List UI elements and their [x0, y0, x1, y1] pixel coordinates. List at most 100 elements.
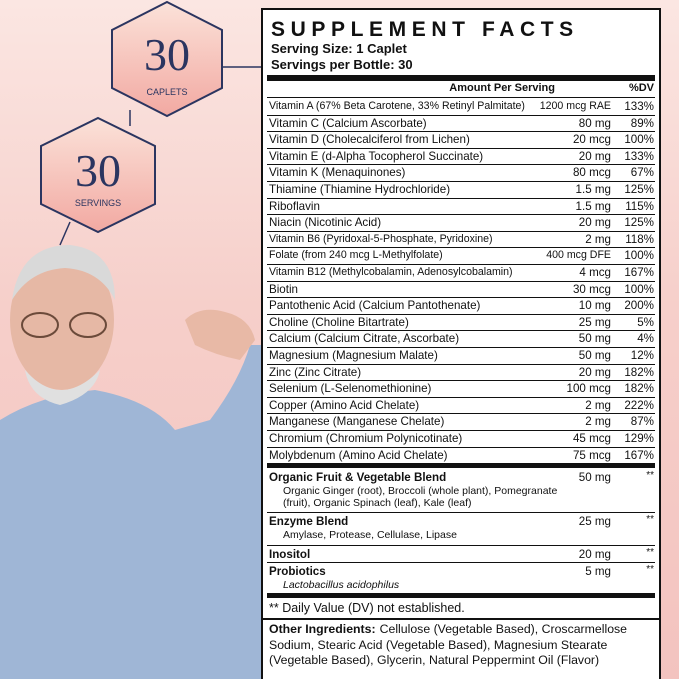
rule: [267, 247, 655, 249]
nutrient-dv: 129%: [624, 432, 654, 445]
nutrient-name: Riboflavin: [269, 199, 320, 213]
rule: [267, 545, 655, 547]
rule: [267, 181, 655, 182]
other-text: Cellulose (Vegetable Based), Croscarmell…: [269, 622, 628, 668]
rule: [267, 363, 655, 365]
nutrient-name: Vitamin B12 (Methylcobalamin, Adenosylco…: [269, 266, 513, 278]
beard: [25, 370, 100, 405]
nutrient-amount: 20 mg: [578, 365, 611, 379]
nutrient-dv: 100%: [624, 133, 654, 147]
nutrient-name: Choline (Choline Bitartrate): [269, 315, 409, 329]
nutrient-dv: 67%: [630, 166, 654, 180]
nutrient-dv: 12%: [630, 349, 654, 362]
glasses: [21, 312, 59, 338]
nutrient-amount: 4 mcg: [579, 266, 611, 279]
sweater: [0, 345, 262, 679]
nutrient-dv: 125%: [624, 183, 654, 196]
serving-size: Serving Size: 1 Caplet: [271, 41, 407, 56]
badge-number: 30: [75, 145, 121, 196]
nutrient-dv: 222%: [624, 398, 654, 412]
nutrient-name: Thiamine (Thiamine Hydrochloride): [269, 183, 451, 196]
blend-dv: **: [646, 547, 654, 559]
blend-name: Organic Fruit & Vegetable Blend: [269, 471, 447, 485]
nutrient-amount: 1200 mcg RAE: [539, 100, 611, 112]
other-ingredients: Other Ingredients: Cellulose (Vegetable B…: [269, 622, 654, 669]
nutrient-name: Niacin (Nicotinic Acid): [269, 216, 382, 230]
blend-amount: 5 mg: [585, 565, 611, 579]
nutrient-amount: 1.5 mg: [575, 183, 611, 196]
panel-title: SUPPLEMENT FACTS: [271, 18, 579, 41]
blend-name: Probiotics: [269, 565, 326, 579]
footnote: ** Daily Value (DV) not established.: [269, 601, 465, 616]
rule: [267, 380, 655, 382]
rule: [267, 75, 655, 81]
blend-dv: **: [646, 564, 654, 576]
nutrient-amount: 20 mg: [578, 216, 611, 230]
nutrient-amount: 100 mcg: [566, 382, 611, 396]
blend-name: Enzyme Blend: [269, 515, 349, 529]
rule: [267, 131, 655, 133]
rule: [267, 562, 655, 564]
nutrient-dv: 182%: [624, 365, 654, 379]
column-header: Amount Per Serving: [449, 82, 555, 94]
nutrient-name: Vitamin C (Calcium Ascorbate): [269, 116, 427, 130]
rule: [267, 413, 655, 415]
nutrient-dv: 133%: [624, 100, 654, 113]
rule: [267, 330, 655, 332]
nutrient-name: Magnesium (Magnesium Malate): [269, 349, 438, 362]
blend-dv: **: [646, 514, 654, 526]
nutrient-amount: 30 mcg: [572, 282, 611, 296]
rule: [267, 164, 655, 166]
nutrient-amount: 10 mg: [578, 299, 611, 313]
rule: [267, 347, 655, 348]
supplement-facts-panel: SUPPLEMENT FACTS Serving Size: 1 Caplet …: [261, 8, 661, 679]
blend-amount: 25 mg: [578, 515, 611, 529]
rule: [267, 214, 655, 216]
nutrient-amount: 45 mcg: [572, 432, 611, 445]
badge-number: 30: [144, 29, 190, 80]
blend-dv: **: [646, 470, 654, 482]
nutrient-amount: 400 mcg DFE: [546, 249, 611, 262]
rule: [267, 264, 655, 265]
servings: Servings per Bottle: 30: [271, 57, 413, 72]
nutrient-name: Vitamin E (d-Alpha Tocopherol Succinate): [269, 149, 484, 163]
nutrient-name: Chromium (Chromium Polynicotinate): [269, 432, 463, 445]
blend-amount: 50 mg: [578, 471, 611, 485]
arm: [185, 309, 255, 360]
nutrient-name: Calcium (Calcium Citrate, Ascorbate): [269, 332, 460, 346]
column-header: %DV: [628, 82, 654, 94]
blend-detail: Lactobacillus acidophilus: [283, 579, 400, 592]
nutrient-dv: 5%: [637, 315, 654, 329]
nutrient-dv: 100%: [624, 249, 654, 263]
nutrient-name: Vitamin A (67% Beta Carotene, 33% Retiny…: [269, 100, 525, 112]
nutrient-name: Manganese (Manganese Chelate): [269, 415, 445, 429]
nutrient-name: Pantothenic Acid (Calcium Pantothenate): [269, 299, 481, 313]
nutrient-name: Zinc (Zinc Citrate): [269, 365, 362, 379]
rule: [267, 512, 655, 514]
rule: [267, 430, 655, 431]
rule: [267, 230, 655, 232]
nutrient-name: Molybdenum (Amino Acid Chelate): [269, 448, 448, 462]
blend-name: Inositol: [269, 548, 311, 562]
nutrient-amount: 1.5 mg: [575, 199, 611, 213]
hair: [12, 245, 115, 300]
nutrient-amount: 2 mg: [585, 398, 611, 412]
rule: [267, 297, 655, 299]
rule: [267, 114, 655, 116]
nutrient-amount: 25 mg: [578, 315, 611, 329]
nutrient-name: Copper (Amino Acid Chelate): [269, 398, 420, 412]
nutrient-amount: 2 mg: [585, 415, 611, 429]
nutrient-dv: 167%: [624, 448, 654, 462]
glasses: [69, 312, 107, 338]
rule: [267, 97, 655, 98]
rule: [267, 313, 655, 315]
rule: [267, 396, 655, 398]
blend-detail: Organic Ginger (root), Broccoli (whole p…: [283, 485, 558, 510]
nutrient-amount: 2 mg: [585, 232, 611, 246]
rule: [267, 197, 655, 199]
nutrient-dv: 115%: [625, 199, 654, 213]
nutrient-dv: 87%: [630, 415, 654, 429]
nutrient-name: Selenium (L-Selenomethionine): [269, 382, 432, 396]
